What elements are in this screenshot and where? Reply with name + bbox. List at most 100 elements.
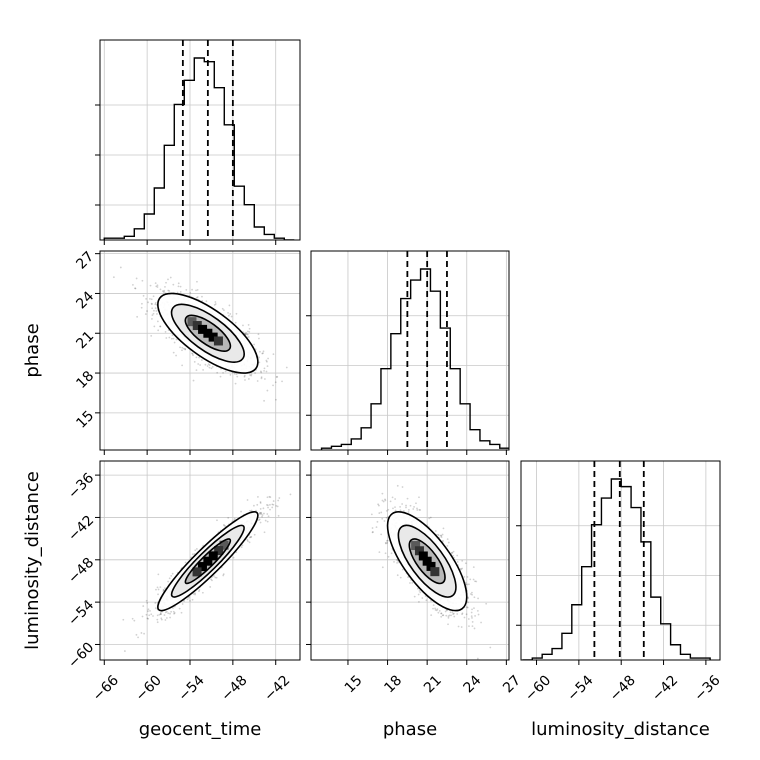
sample-point	[456, 554, 459, 557]
x-tick-label: −60	[133, 672, 165, 704]
sample-point	[193, 553, 196, 555]
sample-point	[193, 360, 196, 363]
sample-point	[259, 350, 261, 353]
sample-point	[167, 612, 170, 615]
sample-point	[145, 613, 148, 616]
density-contour-line	[157, 292, 259, 374]
sample-point	[442, 539, 444, 542]
sample-point	[159, 613, 162, 616]
sample-point	[201, 299, 204, 302]
sample-point	[191, 288, 193, 291]
sample-point	[131, 283, 134, 286]
sample-point	[163, 289, 166, 292]
sample-point	[263, 369, 265, 372]
sample-point	[196, 280, 198, 283]
sample-point	[148, 614, 151, 617]
sample-point	[272, 384, 274, 387]
sample-point	[175, 354, 177, 357]
sample-point	[222, 371, 224, 374]
density-contour-line	[170, 303, 245, 363]
sample-point	[437, 611, 440, 614]
sample-point	[446, 609, 449, 612]
sample-point	[399, 505, 401, 508]
sample-point	[375, 526, 378, 529]
x-tick-label: −42	[649, 672, 681, 704]
sample-point	[274, 381, 277, 384]
sample-point	[447, 616, 450, 619]
sample-point	[171, 334, 174, 336]
sample-point	[421, 597, 424, 599]
sample-point	[438, 610, 441, 612]
sample-point	[165, 610, 168, 613]
sample-point	[163, 587, 166, 590]
sample-point	[472, 566, 475, 569]
sample-point	[260, 377, 263, 380]
sample-point	[441, 533, 444, 536]
sample-point	[380, 511, 383, 514]
scatter-panel-luminosity_distance-vs-geocent_time	[95, 460, 301, 665]
sample-point	[154, 303, 157, 306]
sample-point	[207, 363, 210, 366]
histogram-panel-luminosity_distance	[516, 460, 721, 665]
sample-point	[192, 593, 195, 595]
sample-point	[385, 509, 388, 512]
sample-point	[215, 576, 218, 579]
sample-point	[254, 372, 256, 374]
sample-point	[452, 554, 455, 557]
sample-point	[246, 539, 249, 541]
sample-point	[268, 495, 271, 498]
sample-point	[165, 337, 168, 339]
sample-point	[266, 520, 269, 523]
sample-point	[179, 285, 182, 288]
sample-point	[386, 542, 389, 544]
sample-point	[261, 514, 264, 517]
sample-point	[112, 276, 115, 279]
sample-point	[198, 356, 201, 359]
sample-point	[159, 586, 162, 589]
density-cell	[414, 546, 424, 556]
sample-point	[378, 512, 381, 514]
sample-point	[382, 500, 385, 503]
histogram-panel-geocent_time	[95, 39, 301, 245]
sample-point	[146, 310, 148, 312]
sample-point	[235, 373, 238, 376]
x-tick-label: −42	[261, 672, 293, 704]
sample-point	[187, 596, 190, 599]
sample-point	[381, 517, 384, 520]
sample-point	[164, 619, 167, 621]
sample-point	[436, 533, 439, 536]
sample-point	[456, 560, 459, 563]
sample-point	[469, 578, 472, 581]
sample-point	[418, 600, 420, 603]
sample-point	[195, 356, 198, 359]
density-contour-line	[386, 511, 468, 612]
density-cell	[197, 562, 207, 572]
sample-point	[489, 646, 492, 649]
sample-point	[234, 382, 237, 385]
sample-point	[159, 613, 162, 615]
density-contour-line	[397, 524, 457, 598]
sample-point	[150, 334, 153, 337]
sample-point	[154, 301, 157, 304]
sample-point	[474, 615, 476, 617]
sample-point	[261, 352, 264, 355]
sample-point	[450, 614, 452, 617]
density-cell	[426, 561, 436, 571]
sample-point	[173, 612, 175, 615]
sample-point	[384, 498, 386, 501]
panel-content	[122, 493, 292, 652]
sample-point	[211, 365, 214, 368]
sample-point	[466, 606, 469, 609]
sample-point	[432, 604, 435, 607]
sample-point	[168, 290, 171, 292]
sample-point	[189, 292, 192, 294]
sample-point	[258, 361, 261, 364]
sample-point	[170, 337, 173, 340]
sample-point	[156, 284, 159, 287]
sample-point	[471, 591, 473, 594]
sample-point	[407, 508, 410, 511]
sample-point	[258, 519, 260, 522]
sample-point	[155, 285, 158, 288]
sample-point	[243, 374, 246, 377]
sample-point	[165, 281, 167, 284]
